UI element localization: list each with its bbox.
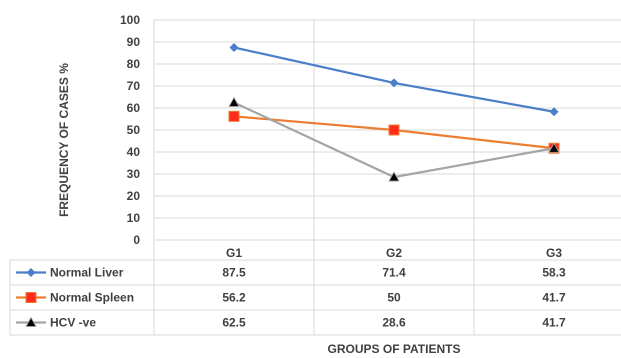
series-0 bbox=[229, 43, 559, 117]
series-1 bbox=[228, 110, 560, 154]
data-point bbox=[549, 107, 559, 117]
data-point bbox=[388, 124, 400, 136]
table-cell: 56.2 bbox=[222, 291, 246, 305]
y-tick-label: 20 bbox=[127, 189, 141, 203]
series-layer bbox=[228, 43, 560, 182]
series-2 bbox=[228, 96, 560, 182]
data-point bbox=[389, 78, 399, 88]
y-tick-label: 60 bbox=[127, 101, 141, 115]
table-cell: 71.4 bbox=[382, 266, 406, 280]
y-tick-label: 0 bbox=[133, 233, 140, 247]
y-tick-label: 100 bbox=[120, 13, 140, 27]
data-point bbox=[388, 171, 400, 182]
table-cell: 28.6 bbox=[382, 316, 406, 330]
table-cell: 58.3 bbox=[542, 266, 566, 280]
y-tick-label: 50 bbox=[127, 123, 141, 137]
table-cell: 50 bbox=[387, 291, 401, 305]
data-point bbox=[229, 43, 239, 52]
legend-key-marker bbox=[25, 292, 37, 303]
y-tick-label: 10 bbox=[127, 211, 141, 225]
table-cell: 87.5 bbox=[222, 266, 246, 280]
x-tick-label-G3: G3 bbox=[546, 246, 562, 260]
table-cell: 41.7 bbox=[542, 316, 566, 330]
y-tick-labels: 0 10 20 30 40 50 60 70 80 90 100 bbox=[120, 13, 140, 247]
y-tick-label: 70 bbox=[127, 79, 141, 93]
series-line-2 bbox=[233, 101, 555, 179]
legend-label: Normal Spleen bbox=[50, 291, 134, 305]
y-tick-label: 90 bbox=[127, 35, 141, 49]
legend-label: Normal Liver bbox=[50, 266, 124, 280]
data-point bbox=[548, 142, 560, 153]
legend-label: HCV -ve bbox=[50, 316, 96, 330]
x-axis-title: GROUPS OF PATIENTS bbox=[328, 342, 461, 356]
table-cell: 41.7 bbox=[542, 291, 566, 305]
table-cell: 62.5 bbox=[222, 316, 246, 330]
x-tick-label-G1: G1 bbox=[226, 246, 242, 260]
data-point bbox=[228, 110, 240, 122]
y-tick-label: 80 bbox=[127, 57, 141, 71]
legend-key-marker bbox=[25, 316, 37, 327]
y-tick-label: 40 bbox=[127, 145, 141, 159]
data-table: G1 G2 G3 Normal Liver 87.5 71.4 58.3 Normal Spl… bbox=[9, 240, 621, 336]
y-axis-title: FREQUENCY OF CASES % bbox=[57, 63, 71, 217]
legend-key-marker bbox=[26, 268, 36, 277]
x-tick-label-G2: G2 bbox=[386, 246, 402, 260]
data-point bbox=[228, 96, 240, 107]
y-tick-label: 30 bbox=[127, 167, 141, 181]
